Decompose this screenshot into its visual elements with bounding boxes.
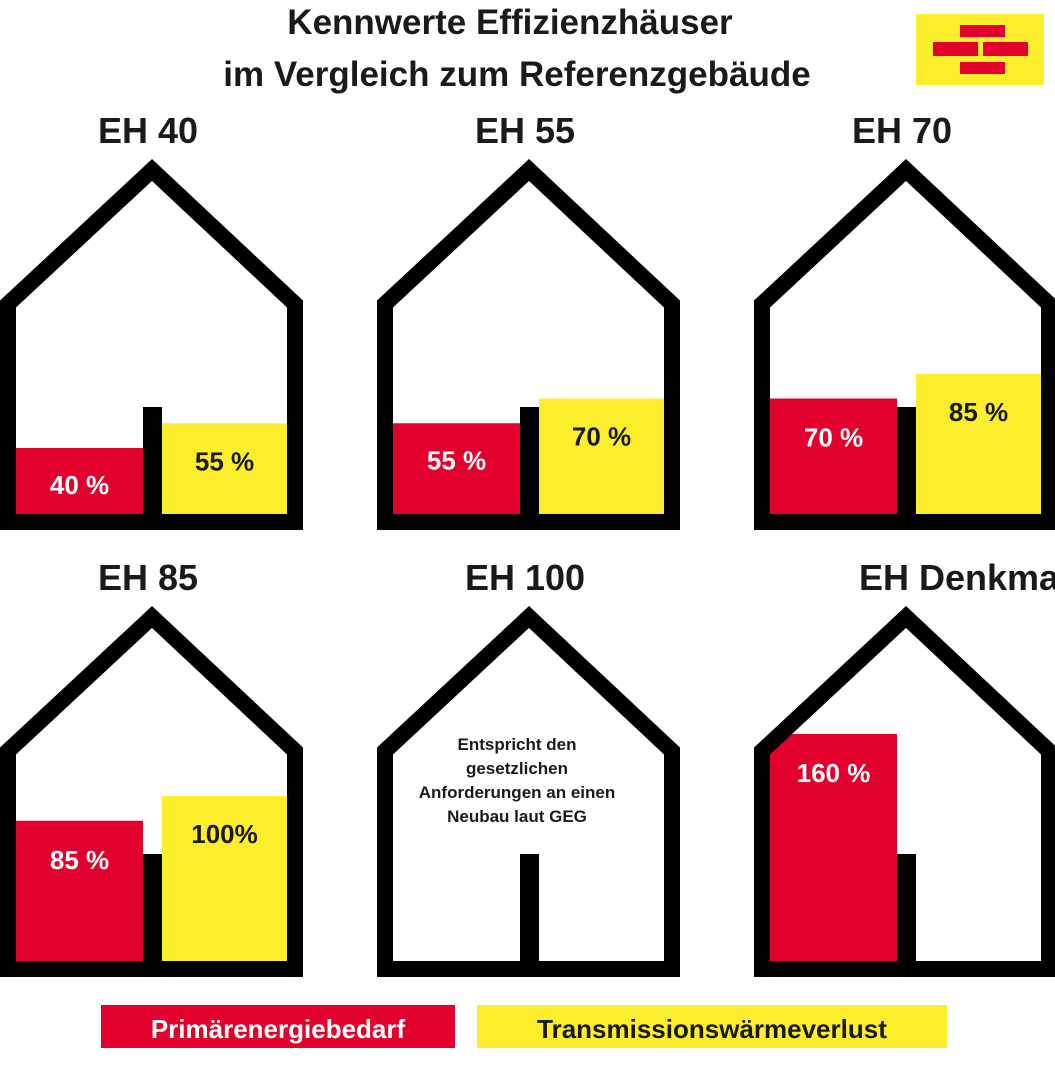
logo-brick (960, 62, 1005, 74)
bar-label-transmission: 70 % (572, 422, 631, 452)
bar-primary (393, 423, 520, 514)
house-divider (520, 854, 539, 961)
bar-transmission (916, 373, 1041, 514)
bar-primary (770, 398, 897, 514)
house-note-line: Neubau laut GEG (447, 807, 587, 826)
house-outline (0, 606, 303, 977)
house-outline (377, 606, 680, 977)
house-divider (143, 407, 162, 514)
house-title: EH 85 (98, 557, 198, 598)
legend-item-primary: Primärenergiebedarf (101, 1005, 455, 1048)
bar-primary (770, 734, 897, 961)
legend-swatch (101, 1005, 455, 1048)
house-title: EH 55 (475, 110, 575, 151)
logo-brick (933, 42, 978, 56)
house-outline (754, 159, 1055, 530)
house-chart: EH 100 Entspricht den gesetzlichen Anforder… (377, 557, 680, 977)
bar-label-transmission: 55 % (195, 446, 254, 476)
bar-primary (16, 820, 143, 961)
house-chart: EH 40 40 % 55 % (0, 110, 303, 530)
house-note-line: Entspricht den (457, 735, 576, 754)
bar-label-transmission: 100% (191, 819, 258, 849)
bar-label-primary: 40 % (50, 470, 109, 500)
bar-primary (16, 448, 143, 514)
house-outline (754, 606, 1055, 977)
bar-transmission (162, 423, 287, 514)
building-society-brick-logo-icon (916, 14, 1044, 85)
bar-label-primary: 85 % (50, 845, 109, 875)
house-chart: EH 55 55 % 70 % (377, 110, 680, 530)
bar-label-primary: 160 % (797, 758, 871, 788)
house-title: EH 100 (465, 557, 585, 598)
house-divider (143, 854, 162, 961)
logo-brick (960, 25, 1005, 37)
house-outline (377, 159, 680, 530)
logo-brick (983, 42, 1028, 56)
house-outline (0, 159, 303, 530)
house-chart: EH Denkmal 160 % (754, 557, 1055, 977)
legend-label: Primärenergiebedarf (151, 1014, 406, 1044)
legend-swatch (477, 1005, 947, 1048)
chart-title: Kennwerte Effizienzhäuser im Vergleich z… (223, 3, 810, 94)
house-title: EH 70 (852, 110, 952, 151)
legend-label: Transmissionswärmeverlust (537, 1014, 887, 1044)
house-note-line: Anforderungen an einen (419, 783, 615, 802)
legend-item-transmission: Transmissionswärmeverlust (477, 1005, 947, 1048)
bar-label-primary: 55 % (427, 445, 486, 475)
bar-label-transmission: 85 % (949, 397, 1008, 427)
house-title: EH Denkmal (859, 557, 1055, 598)
legend: Primärenergiebedarf Transmissionswärmever… (101, 1005, 947, 1048)
bar-transmission (162, 796, 287, 961)
house-divider (897, 407, 916, 514)
house-chart: EH 70 70 % 85 % (754, 110, 1055, 530)
house-divider (897, 854, 916, 961)
house-divider (520, 407, 539, 514)
chart-title-line-2: im Vergleich zum Referenzgebäude (223, 55, 810, 94)
bar-label-primary: 70 % (804, 423, 863, 453)
house-note-line: gesetzlichen (466, 759, 568, 778)
chart-title-line-1: Kennwerte Effizienzhäuser (287, 3, 733, 42)
house-chart: EH 85 85 % 100% (0, 557, 303, 977)
house-title: EH 40 (98, 110, 198, 151)
bar-transmission (539, 398, 664, 514)
